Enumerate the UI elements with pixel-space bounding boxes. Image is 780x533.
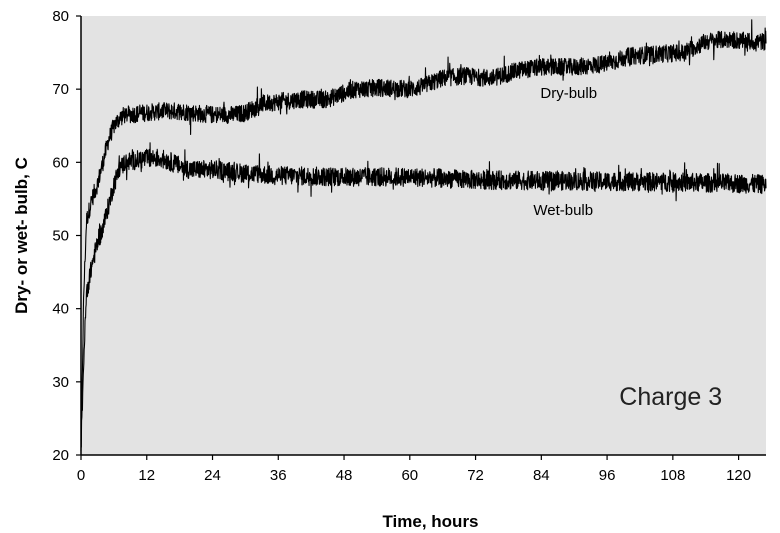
y-tick-label: 40 (52, 301, 69, 318)
x-tick-label: 108 (660, 467, 685, 484)
y-tick-label: 30 (52, 374, 69, 391)
y-tick-label: 80 (52, 8, 69, 25)
x-tick-label: 60 (401, 467, 418, 484)
series-layer (80, 19, 767, 452)
y-tick-label: 70 (52, 81, 69, 98)
charge-annotation: Charge 3 (619, 383, 722, 411)
series-line-dry-bulb (80, 19, 767, 452)
x-tick-label: 0 (77, 467, 85, 484)
y-tick-label: 60 (52, 154, 69, 171)
x-tick-label: 36 (270, 467, 287, 484)
y-tick-label: 50 (52, 228, 69, 245)
series-label-wet-bulb: Wet-bulb (533, 202, 593, 219)
x-tick-label: 12 (138, 467, 155, 484)
series-line-wet-bulb (80, 142, 767, 448)
plot-area (81, 16, 766, 455)
x-axis-title: Time, hours (382, 512, 478, 531)
x-tick-label: 120 (726, 467, 751, 484)
series-labels: Dry-bulb Wet-bulb (533, 85, 597, 219)
x-tick-label: 24 (204, 467, 221, 484)
x-tick-label: 72 (467, 467, 484, 484)
x-tick-label: 96 (599, 467, 616, 484)
x-ticks: 0 12 24 36 48 60 72 84 96 108 120 (77, 455, 751, 484)
x-tick-label: 84 (533, 467, 550, 484)
y-ticks: 20 30 40 50 60 70 80 (52, 8, 81, 464)
y-tick-label: 20 (52, 447, 69, 464)
series-label-dry-bulb: Dry-bulb (540, 85, 597, 102)
y-axis-title: Dry- or wet- bulb, C (12, 157, 31, 314)
x-tick-label: 48 (336, 467, 353, 484)
